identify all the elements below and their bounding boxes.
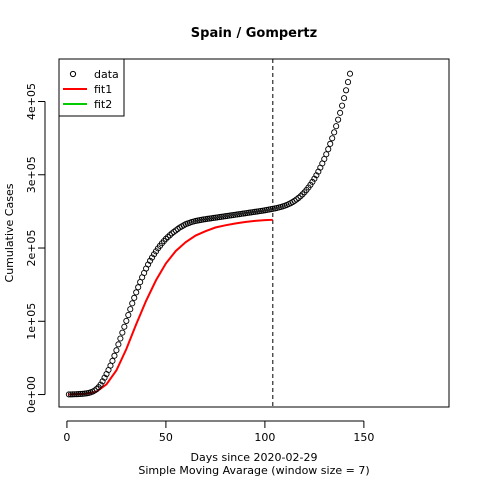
data-point <box>148 254 156 261</box>
data-point <box>129 300 136 307</box>
legend-fit1-label: fit1 <box>94 83 112 96</box>
data-point <box>121 323 128 330</box>
legend-data-marker <box>69 70 77 78</box>
data-point <box>93 386 100 393</box>
data-point <box>97 381 104 388</box>
y-tick-label: 3e+05 <box>25 156 38 193</box>
x-axis-sublabel: Simple Moving Avarage (window size = 7) <box>138 464 369 477</box>
data-point <box>331 129 338 136</box>
x-tick-label: 100 <box>254 431 275 444</box>
data-point <box>67 391 74 398</box>
y-axis-label: Cumulative Cases <box>3 183 16 282</box>
x-tick-label: 150 <box>353 431 374 444</box>
data-point <box>73 391 80 398</box>
y-tick-label: 1e+05 <box>25 303 38 340</box>
data-point <box>117 335 124 342</box>
y-tick-label: 4e+05 <box>25 83 38 120</box>
data-point <box>111 352 118 359</box>
plot-frame <box>58 58 450 408</box>
data-point <box>127 306 134 313</box>
data-point <box>166 232 173 239</box>
legend-data-label: data <box>94 68 119 81</box>
data-point <box>79 390 86 397</box>
fit1-series <box>68 218 273 396</box>
data-point <box>295 194 302 201</box>
x-axis-label: Days since 2020-02-29 <box>191 451 318 464</box>
data-point <box>109 357 116 364</box>
data-point <box>119 329 126 336</box>
data-point <box>299 191 306 198</box>
data-point <box>333 123 340 130</box>
data-point <box>133 289 140 296</box>
data-point <box>65 391 72 398</box>
chart-title: Spain / Gompertz <box>191 26 317 41</box>
data-point <box>71 391 78 398</box>
legend-box <box>58 58 125 117</box>
data-point <box>135 284 142 291</box>
data-point <box>125 312 132 319</box>
data-point <box>147 257 154 264</box>
data-point <box>343 87 350 94</box>
data-point <box>335 116 342 123</box>
data-point <box>297 193 304 200</box>
legend: data fit1 fit2 <box>58 58 125 117</box>
data-point <box>162 235 169 242</box>
data-point <box>123 317 130 324</box>
x-axis: 0 50 100 150 <box>63 420 374 444</box>
data-point <box>115 341 122 348</box>
data-point <box>346 70 354 77</box>
data-point <box>329 135 336 142</box>
data-point <box>341 95 348 102</box>
data-point <box>75 391 82 398</box>
data-point <box>309 178 316 185</box>
data-point <box>339 102 346 109</box>
x-tick-label: 50 <box>159 431 173 444</box>
data-point <box>164 233 171 241</box>
data-point <box>337 109 344 116</box>
data-point <box>113 347 120 354</box>
data-point <box>69 391 76 398</box>
fit1-line <box>68 218 273 396</box>
data-point <box>311 175 318 182</box>
data-point <box>344 79 352 86</box>
data-point <box>325 146 332 153</box>
data-series <box>65 70 354 398</box>
data-point <box>131 294 138 301</box>
data-point <box>327 140 334 147</box>
data-point <box>323 151 330 158</box>
data-point <box>77 390 84 398</box>
legend-fit2-label: fit2 <box>94 98 112 111</box>
y-axis: 0e+00 1e+05 2e+05 3e+05 4e+05 <box>25 83 46 413</box>
y-tick-label: 0e+00 <box>25 376 38 413</box>
x-tick-label: 0 <box>63 431 70 444</box>
y-tick-label: 2e+05 <box>25 230 38 267</box>
